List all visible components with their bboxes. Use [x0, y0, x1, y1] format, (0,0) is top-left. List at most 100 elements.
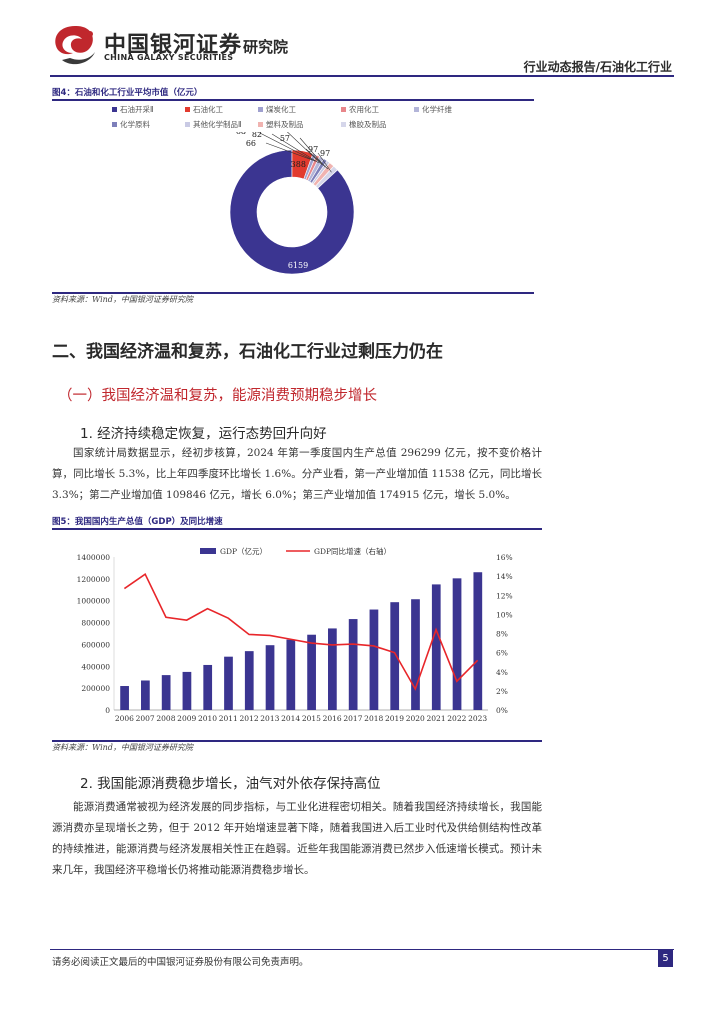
item-heading-1: 1. 经济持续稳定恢复，运行态势回升向好	[80, 426, 327, 442]
section-heading: 二、我国经济温和复苏，石油化工行业过剩压力仍在	[52, 342, 443, 362]
figure4-top-rule	[52, 99, 534, 101]
gdp-bar	[182, 671, 192, 710]
legend-swatch	[258, 107, 263, 112]
gdp-bar	[328, 628, 337, 710]
y-right-tick-label: 10%	[496, 610, 513, 619]
y-right-tick-label: 16%	[496, 553, 513, 562]
figure5-title: 图5：我国国内生产总值（GDP）及同比增速	[52, 517, 223, 527]
slice-leader-line	[286, 132, 323, 166]
legend-item: 其他化学制品Ⅱ	[185, 119, 242, 130]
footer-disclaimer: 请务必阅读正文最后的中国银河证券股份有限公司免责声明。	[52, 957, 309, 968]
y-left-tick-label: 400000	[81, 662, 110, 671]
y-right-tick-label: 8%	[496, 630, 508, 639]
gdp-bar	[244, 651, 254, 710]
legend-label: 农用化工	[349, 105, 379, 114]
gdp-bar	[411, 599, 420, 710]
gdp-bar	[307, 634, 316, 710]
x-tick-label: 2017	[343, 714, 362, 723]
legend-label: 化学原料	[120, 120, 150, 129]
legend-label: 煤炭化工	[266, 105, 296, 114]
legend-item: 石油开采Ⅱ	[112, 104, 154, 115]
y-left-tick-label: 200000	[81, 684, 110, 693]
y-right-tick-label: 12%	[496, 591, 513, 600]
gdp-growth-line	[123, 573, 479, 691]
gdp-bar	[203, 664, 213, 710]
figure4-bottom-rule	[52, 292, 534, 294]
legend-label: 化学纤维	[422, 105, 452, 114]
x-tick-label: 2008	[156, 714, 175, 723]
legend-item: 煤炭化工	[258, 104, 296, 115]
logo-institute: 研究院	[243, 38, 289, 56]
slice-value-label: 82	[252, 132, 262, 139]
figure5-gdp-chart: 0 200000 400000 600000 800000 1000000 1200000 1…	[77, 546, 513, 723]
figure5-source: 资料来源：Wind，中国银河证券研究院	[52, 743, 193, 752]
legend-line-label: GDP同比增速（右轴）	[314, 546, 391, 556]
legend-swatch	[112, 122, 117, 127]
gdp-bar	[265, 645, 275, 710]
slice-leader-line	[271, 133, 319, 164]
slice-value-label: 57	[280, 134, 290, 143]
x-tick-label: 2011	[219, 714, 238, 723]
header-divider	[50, 75, 674, 77]
legend-label: 石油开采Ⅱ	[120, 105, 154, 114]
y-left-tick-label: 800000	[81, 619, 110, 628]
y-left-tick-label: 1400000	[77, 553, 111, 562]
legend-swatch	[414, 107, 419, 112]
gdp-bar	[120, 686, 129, 710]
x-tick-label: 2023	[468, 714, 487, 723]
slice-value-label: 6159	[288, 261, 308, 270]
legend-item: 橡胶及制品	[341, 119, 387, 130]
item-heading-2: 2. 我国能源消费稳步增长，油气对外依存保持高位	[80, 776, 381, 792]
y-right-tick-label: 0%	[496, 706, 508, 715]
legend-label: 橡胶及制品	[349, 120, 387, 129]
x-tick-label: 2010	[198, 714, 217, 723]
legend-item: 化学纤维	[414, 104, 452, 115]
gdp-bar	[390, 602, 400, 710]
legend-item: 农用化工	[341, 104, 379, 115]
x-tick-label: 2014	[281, 714, 300, 723]
x-tick-label: 2012	[240, 714, 259, 723]
gdp-bar	[348, 619, 358, 710]
slice-leader-line	[317, 152, 332, 173]
legend-item: 化学原料	[112, 119, 150, 130]
y-left-tick-label: 0	[105, 706, 110, 715]
figure4-source: 资料来源：Wind，中国银河证券研究院	[52, 295, 193, 304]
gdp-bar	[141, 680, 150, 710]
x-tick-label: 2021	[427, 714, 446, 723]
slice-leader-line	[299, 137, 326, 167]
y-right-tick-label: 14%	[496, 572, 513, 581]
x-tick-label: 2016	[323, 714, 342, 723]
x-tick-label: 2022	[447, 714, 466, 723]
slice-value-label: 66	[246, 139, 256, 148]
legend-item: 石油化工	[185, 104, 223, 115]
paragraph-1: 国家统计局数据显示，经初步核算，2024 年第一季度国内生产总值 296299 …	[52, 447, 542, 501]
footer-divider	[50, 949, 674, 950]
legend-swatch	[185, 122, 190, 127]
x-tick-label: 2019	[385, 714, 404, 723]
legend-label: 塑料及制品	[266, 120, 304, 129]
legend-swatch	[258, 122, 263, 127]
figure4-title: 图4：石油和化工行业平均市值（亿元）	[52, 88, 203, 98]
logo-name: 中国银河证券	[104, 33, 243, 58]
report-type: 行业动态报告/石油化工行业	[523, 60, 672, 74]
legend-swatch	[341, 107, 346, 112]
figure5-bottom-rule	[52, 740, 542, 742]
gdp-bar	[161, 675, 171, 710]
logo-english-name: CHINA GALAXY SECURITIES	[104, 53, 234, 62]
figure4-donut-chart: 615938868668275579797	[229, 132, 355, 275]
x-tick-label: 2009	[177, 714, 196, 723]
figure5-top-rule	[52, 528, 542, 530]
subsection-heading: （一）我国经济温和复苏，能源消费预期稳步增长	[58, 388, 377, 404]
legend-swatch	[185, 107, 190, 112]
x-tick-label: 2020	[406, 714, 425, 723]
y-right-tick-label: 2%	[496, 687, 508, 696]
slice-value-label: 97	[308, 145, 318, 154]
y-left-tick-label: 1200000	[77, 575, 111, 584]
legend-swatch	[341, 122, 346, 127]
legend-label: 其他化学制品Ⅱ	[193, 120, 242, 129]
slice-leader-line	[265, 142, 316, 162]
figure4-legend: 石油开采Ⅱ 石油化工 煤炭化工 农用化工 化学纤维 化学原料 其他化学制品Ⅱ 塑…	[52, 104, 532, 134]
legend-swatch	[112, 107, 117, 112]
y-right-tick-label: 6%	[496, 649, 508, 658]
y-right-tick-label: 4%	[496, 668, 508, 677]
